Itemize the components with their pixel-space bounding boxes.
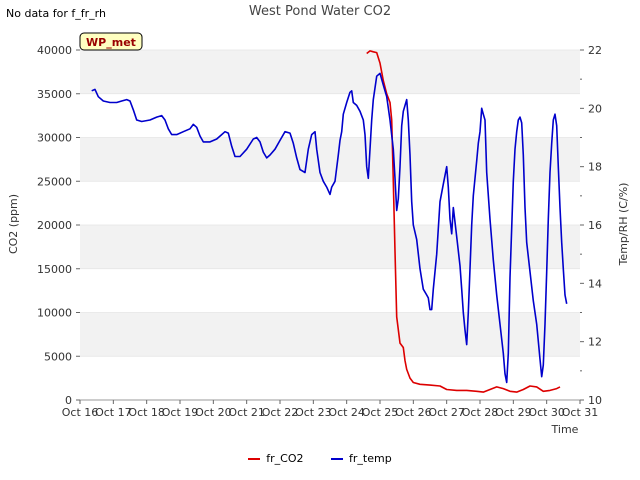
x-tick-label: Oct 16 xyxy=(62,406,99,419)
x-tick-label: Oct 27 xyxy=(428,406,465,419)
right-y-tick-label: 16 xyxy=(588,219,602,232)
legend-swatch-temp xyxy=(331,458,344,460)
x-tick-label: Oct 21 xyxy=(228,406,265,419)
series-line-fr-temp xyxy=(91,72,568,384)
right-y-tick-label: 22 xyxy=(588,44,602,57)
x-tick-label: Oct 29 xyxy=(495,406,532,419)
x-axis-title: Time xyxy=(551,423,579,436)
left-y-tick-label: 20000 xyxy=(37,219,72,232)
x-tick-label: Oct 28 xyxy=(462,406,499,419)
left-y-tick-label: 40000 xyxy=(37,44,72,57)
right-axis-title: Temp/RH (C/%) xyxy=(617,183,630,267)
right-y-axis: 10 12 14 16 18 20 22 xyxy=(580,44,602,407)
x-tick-label: Oct 22 xyxy=(262,406,299,419)
no-data-message: No data for f_fr_rh xyxy=(6,7,106,20)
band xyxy=(80,312,580,357)
legend: fr_CO2 fr_temp xyxy=(0,452,640,465)
x-tick-label: Oct 19 xyxy=(162,406,199,419)
band xyxy=(80,137,580,182)
legend-item-temp: fr_temp xyxy=(331,452,392,465)
legend-label-temp: fr_temp xyxy=(349,452,392,465)
x-tick-label: Oct 31 xyxy=(562,406,599,419)
right-y-tick-label: 10 xyxy=(588,394,602,407)
x-tick-label: Oct 24 xyxy=(328,406,365,419)
x-tick-label: Oct 26 xyxy=(395,406,432,419)
band xyxy=(80,50,580,94)
left-axis-title: CO2 (ppm) xyxy=(7,194,20,254)
x-tick-label: Oct 20 xyxy=(195,406,232,419)
left-y-axis: 0 5000 10000 15000 20000 25000 30000 35000 40000 xyxy=(37,44,80,407)
left-y-tick-label: 15000 xyxy=(37,263,72,276)
series-layer xyxy=(91,50,568,393)
x-tick-label: Oct 17 xyxy=(95,406,132,419)
right-y-tick-label: 12 xyxy=(588,336,602,349)
right-y-tick-label: 14 xyxy=(588,277,602,290)
right-y-tick-label: 18 xyxy=(588,161,602,174)
left-y-tick-label: 5000 xyxy=(44,350,72,363)
left-y-tick-label: 25000 xyxy=(37,175,72,188)
station-badge-label: WP_met xyxy=(86,36,136,49)
right-y-tick-label: 20 xyxy=(588,102,602,115)
left-y-tick-label: 30000 xyxy=(37,132,72,145)
left-y-tick-label: 10000 xyxy=(37,307,72,320)
legend-item-co2: fr_CO2 xyxy=(248,452,304,465)
legend-label-co2: fr_CO2 xyxy=(266,452,304,465)
legend-swatch-co2 xyxy=(248,458,261,460)
band xyxy=(80,225,580,269)
left-y-tick-label: 35000 xyxy=(37,88,72,101)
x-tick-label: Oct 23 xyxy=(295,406,332,419)
background-bands xyxy=(80,49,580,401)
x-tick-label: Oct 25 xyxy=(362,406,399,419)
x-tick-label: Oct 30 xyxy=(528,406,565,419)
left-y-tick-label: 0 xyxy=(65,394,72,407)
station-badge: WP_met xyxy=(79,32,143,51)
chart-title: West Pond Water CO2 xyxy=(249,4,391,19)
series-line-fr-CO2 xyxy=(366,50,561,393)
x-tick-label: Oct 18 xyxy=(128,406,165,419)
